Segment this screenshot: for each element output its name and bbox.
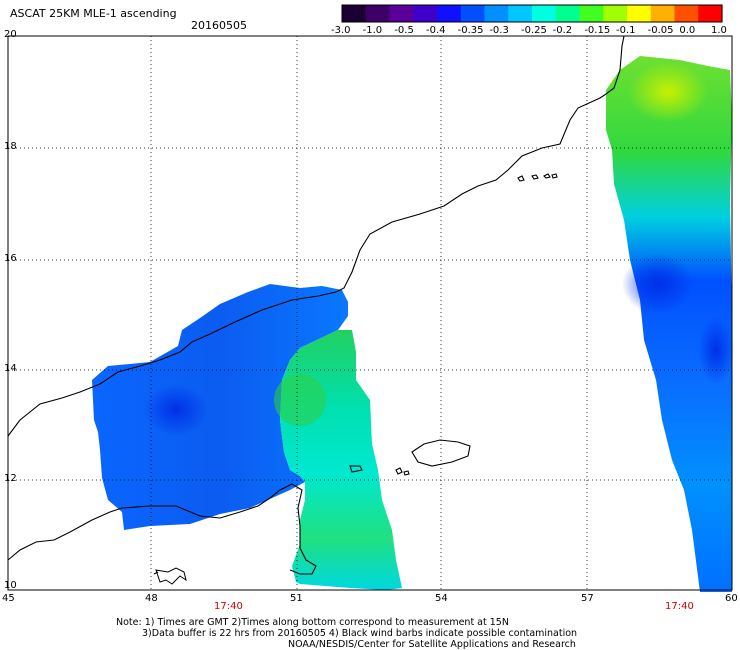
colorbar-label: -0.2	[552, 25, 573, 36]
lon-label-48: 48	[145, 593, 158, 604]
colorbar-swatch	[508, 5, 533, 22]
swath-middle	[280, 330, 402, 590]
lon-label-60: 60	[725, 593, 738, 604]
colorbar-label: -3.0	[331, 25, 351, 36]
graticule	[8, 36, 732, 590]
lat-label-20: 20	[4, 29, 17, 40]
note-line-1: Note: 1) Times are GMT 2)Times along bot…	[116, 617, 509, 628]
swath-west	[92, 284, 348, 530]
colorbar-swatch	[698, 5, 723, 22]
lon-label-45: 45	[2, 593, 15, 604]
colorbar-label: -0.4	[426, 25, 446, 36]
colorbar-label: -0.35	[457, 25, 484, 36]
note-line-3: NOAA/NESDIS/Center for Satellite Applica…	[288, 639, 576, 650]
colorbar-label: -0.5	[394, 25, 414, 36]
colorbar-frame	[341, 4, 723, 23]
lon-label-51: 51	[290, 593, 303, 604]
colorbar-label: 0.0	[679, 25, 696, 36]
swath-east	[606, 56, 732, 592]
product-date: 20160505	[191, 19, 247, 32]
lat-label-16: 16	[4, 253, 17, 264]
colorbar-label: 1.0	[711, 25, 727, 36]
pass-time-2: 17:40	[665, 601, 694, 612]
colorbar-swatch	[413, 5, 438, 22]
colorbar-swatch	[532, 5, 557, 22]
colorbar-swatch	[674, 5, 699, 22]
lat-label-18: 18	[4, 141, 17, 152]
colorbar-label: -0.1	[616, 25, 636, 36]
colorbar-label: -0.3	[489, 25, 509, 36]
pass-time-1: 17:40	[214, 601, 243, 612]
lat-label-10: 10	[4, 580, 17, 591]
colorbar-label: -0.25	[521, 25, 547, 36]
colorbar-label: -1.0	[362, 25, 383, 36]
colorbar-swatch	[627, 5, 652, 22]
wind-data-swaths	[92, 56, 734, 592]
colorbar-swatch	[555, 5, 581, 22]
colorbar-swatch	[460, 5, 486, 22]
colorbar-swatch	[437, 5, 462, 22]
wind-barbs	[153, 567, 187, 585]
colorbar-swatch	[603, 5, 628, 22]
plot-frame	[7, 35, 733, 591]
colorbar-swatch	[342, 5, 367, 22]
colorbar	[342, 5, 723, 22]
note-line-2: 3)Data buffer is 22 hrs from 20160505 4)…	[142, 628, 578, 639]
colorbar-swatch	[365, 5, 391, 22]
colorbar-swatch	[650, 5, 676, 22]
colorbar-swatch	[484, 5, 509, 22]
lon-label-54: 54	[435, 593, 448, 604]
colorbar-label: -0.05	[647, 25, 674, 36]
lon-label-57: 57	[581, 593, 594, 604]
lat-label-14: 14	[4, 363, 17, 374]
lat-label-12: 12	[4, 473, 17, 484]
coastline	[7, 35, 625, 575]
colorbar-label: -0.15	[584, 25, 611, 36]
product-title: ASCAT 25KM MLE-1 ascending	[10, 7, 177, 20]
colorbar-swatch	[579, 5, 604, 22]
colorbar-swatch	[389, 5, 414, 22]
